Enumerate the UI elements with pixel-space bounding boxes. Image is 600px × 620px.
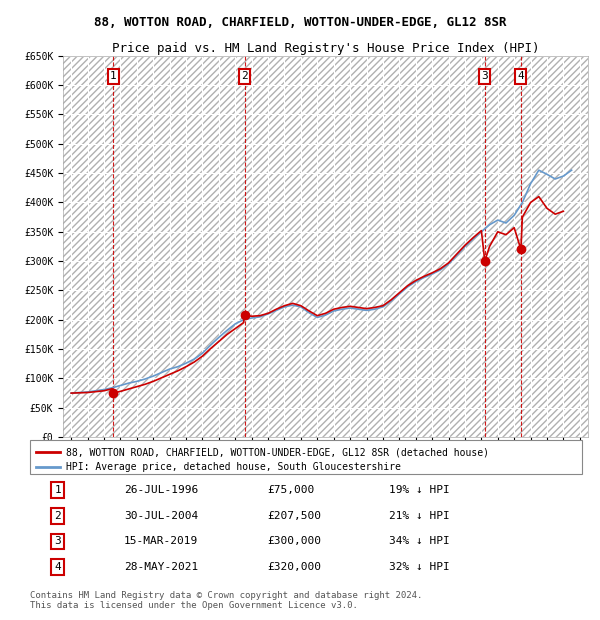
Text: Contains HM Land Registry data © Crown copyright and database right 2024.
This d: Contains HM Land Registry data © Crown c… [30,591,422,610]
Text: 88, WOTTON ROAD, CHARFIELD, WOTTON-UNDER-EDGE, GL12 8SR (detached house): 88, WOTTON ROAD, CHARFIELD, WOTTON-UNDER… [66,447,489,457]
Text: 30-JUL-2004: 30-JUL-2004 [124,511,198,521]
Text: 1: 1 [110,71,117,81]
Text: 88, WOTTON ROAD, CHARFIELD, WOTTON-UNDER-EDGE, GL12 8SR: 88, WOTTON ROAD, CHARFIELD, WOTTON-UNDER… [94,16,506,29]
Text: 1: 1 [54,485,61,495]
Text: 3: 3 [54,536,61,546]
Text: 21% ↓ HPI: 21% ↓ HPI [389,511,449,521]
Text: 15-MAR-2019: 15-MAR-2019 [124,536,198,546]
Text: 32% ↓ HPI: 32% ↓ HPI [389,562,449,572]
Text: £207,500: £207,500 [268,511,322,521]
Title: Price paid vs. HM Land Registry's House Price Index (HPI): Price paid vs. HM Land Registry's House … [112,42,539,55]
Text: 2: 2 [54,511,61,521]
Text: £320,000: £320,000 [268,562,322,572]
Text: 3: 3 [481,71,488,81]
Text: 2: 2 [241,71,248,81]
FancyBboxPatch shape [30,440,582,474]
Text: 19% ↓ HPI: 19% ↓ HPI [389,485,449,495]
Text: HPI: Average price, detached house, South Gloucestershire: HPI: Average price, detached house, Sout… [66,463,401,472]
Text: 26-JUL-1996: 26-JUL-1996 [124,485,198,495]
Bar [63,56,588,437]
Text: 34% ↓ HPI: 34% ↓ HPI [389,536,449,546]
Text: £300,000: £300,000 [268,536,322,546]
Text: £75,000: £75,000 [268,485,314,495]
Text: 28-MAY-2021: 28-MAY-2021 [124,562,198,572]
Text: 4: 4 [518,71,524,81]
Text: 4: 4 [54,562,61,572]
